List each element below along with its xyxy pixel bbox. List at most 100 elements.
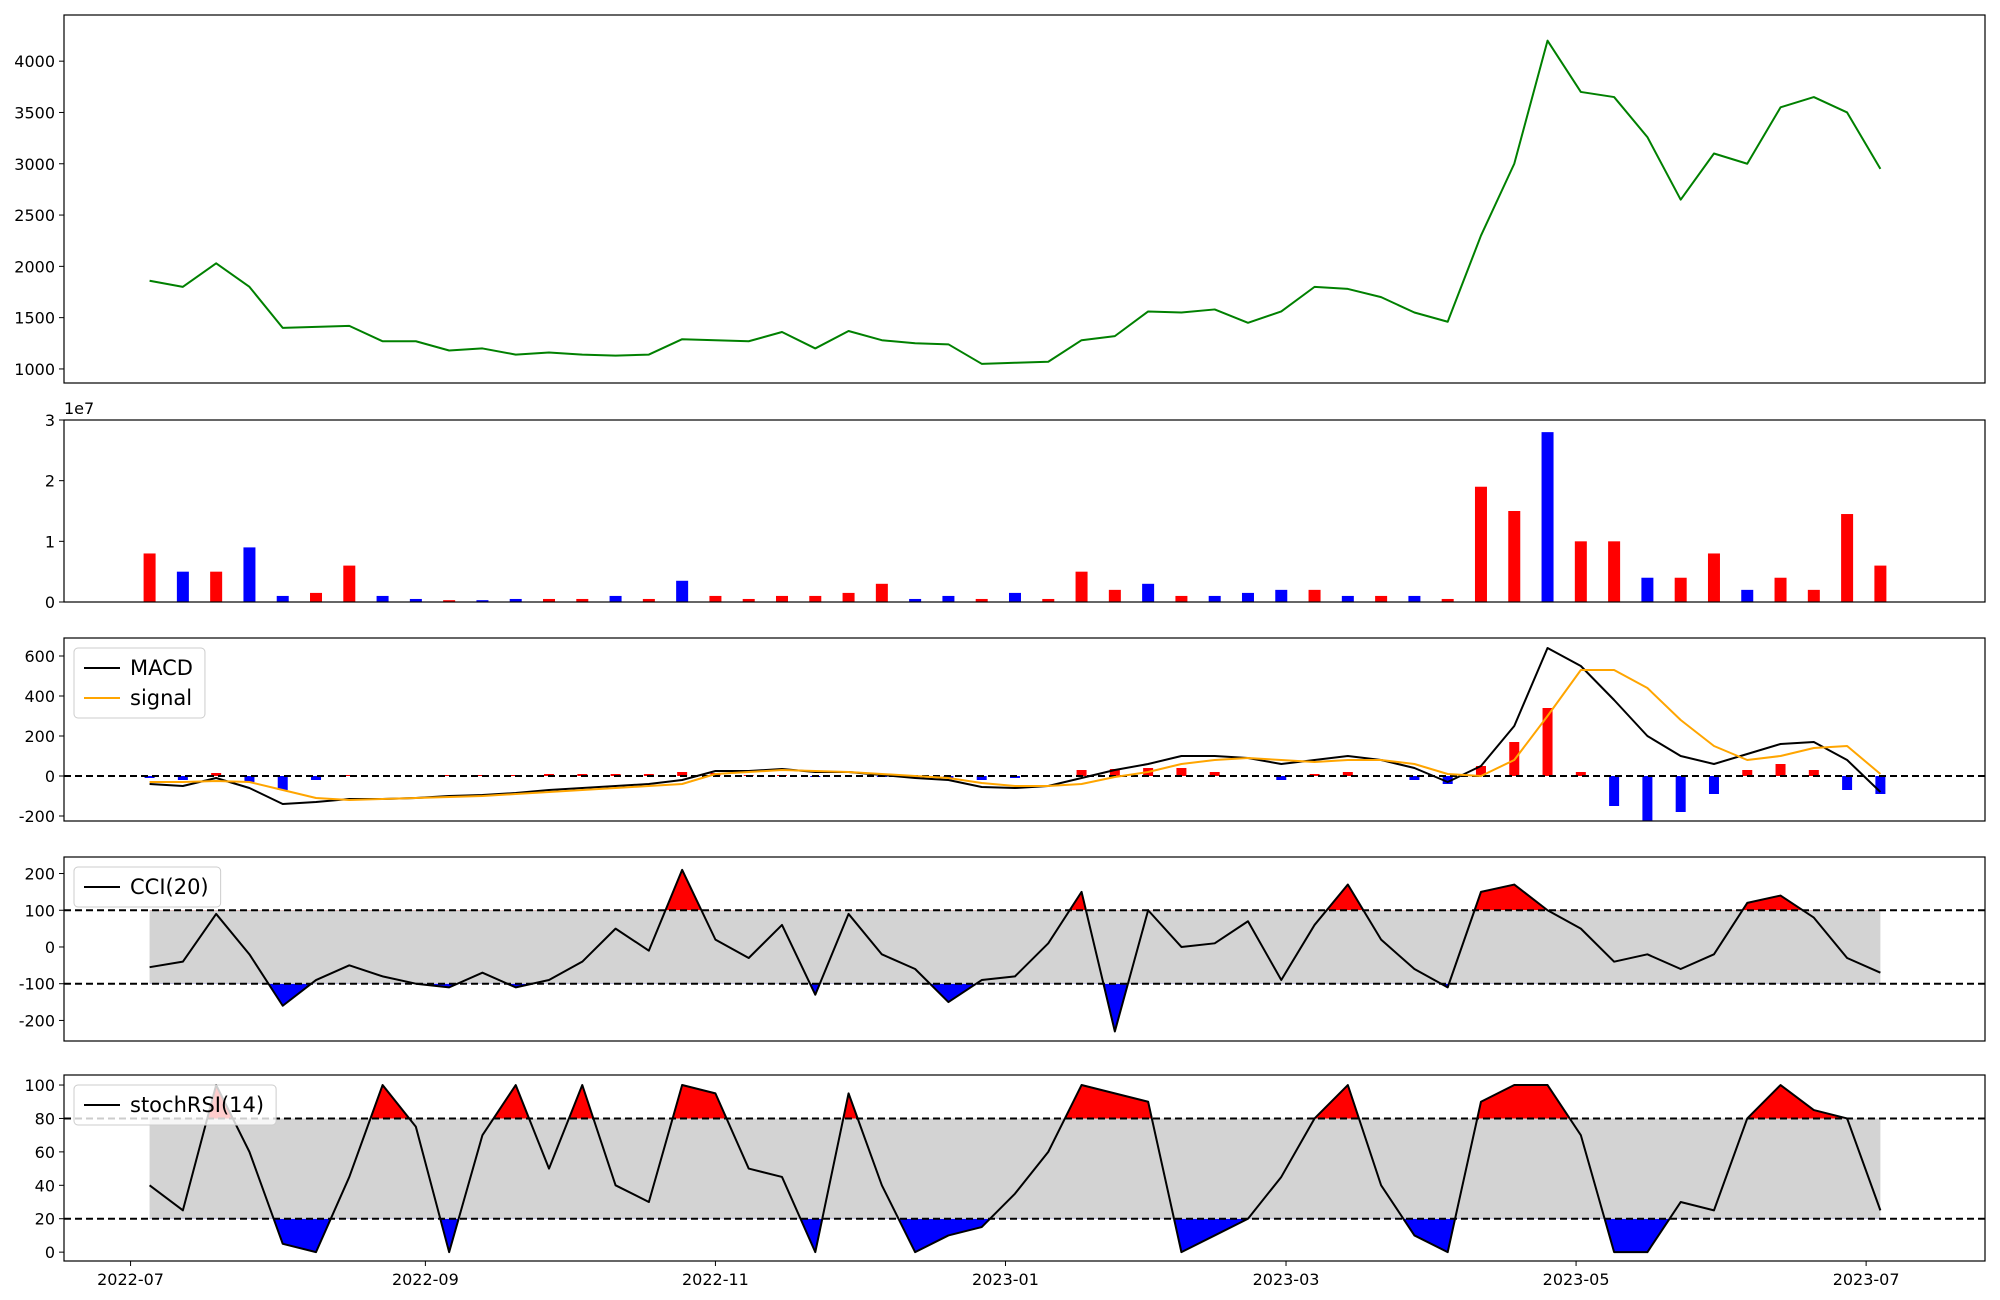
x-tick-label: 2023-03 — [1253, 1270, 1320, 1289]
histogram-bar — [344, 775, 355, 776]
volume-bar — [509, 598, 522, 602]
series-line — [149, 647, 1882, 805]
histogram-bar — [1442, 776, 1453, 784]
y-tick-label: 80 — [35, 1109, 55, 1128]
volume-bar — [1674, 577, 1687, 602]
histogram-bar — [244, 776, 255, 782]
volume-bar — [1408, 595, 1421, 602]
volume-bar — [676, 580, 689, 602]
volume-bar — [543, 598, 556, 602]
volume-bar — [276, 595, 289, 602]
volume-bar — [376, 595, 389, 602]
volume-bar — [176, 571, 189, 602]
histogram-bar — [1176, 768, 1187, 776]
y-tick-label: 200 — [24, 865, 55, 884]
histogram-bar — [1309, 774, 1320, 776]
volume-bar — [975, 598, 988, 602]
histogram-bar — [1409, 776, 1420, 780]
volume-bar — [942, 595, 955, 602]
axes-frame — [63, 1074, 1986, 1262]
volume-bar — [1641, 577, 1654, 602]
histogram-bar — [1342, 772, 1353, 776]
histogram-bar — [1875, 776, 1886, 794]
volume-bar — [909, 598, 922, 602]
volume-bar — [1508, 511, 1521, 602]
volume-bar — [1075, 571, 1088, 602]
axes-frame — [63, 419, 1986, 603]
histogram-bar — [177, 776, 188, 780]
histogram-bar — [1076, 770, 1087, 776]
volume-bar — [1175, 595, 1188, 602]
neutral-band — [149, 1118, 1881, 1219]
y-tick-label: 100 — [24, 1076, 55, 1095]
legend-label: MACD — [130, 656, 193, 680]
volume-bar — [1441, 598, 1454, 602]
legend-box — [73, 647, 206, 719]
volume-bar — [576, 598, 589, 602]
y-tick-label: 0 — [45, 593, 55, 612]
y-tick-label: 1 — [45, 532, 55, 551]
y-tick-label: 20 — [35, 1210, 55, 1229]
volume-bar — [609, 595, 622, 602]
volume-bar — [809, 595, 822, 602]
panel — [64, 1084, 1985, 1254]
legend-label: stochRSI(14) — [130, 1093, 264, 1117]
volume-bar — [1474, 486, 1487, 602]
x-tick-label: 2023-05 — [1543, 1270, 1610, 1289]
legend-label: CCI(20) — [130, 875, 209, 899]
volume-bar — [1874, 565, 1887, 602]
volume-bar — [443, 600, 456, 602]
histogram-bar — [976, 776, 987, 780]
histogram-bar — [1708, 776, 1719, 794]
histogram-bar — [677, 772, 688, 776]
histogram-bar — [1808, 770, 1819, 776]
y-tick-label: -200 — [19, 1011, 55, 1030]
volume-bar — [476, 600, 489, 602]
volume-bar — [1841, 514, 1854, 602]
y-tick-label: 1500 — [14, 309, 55, 328]
neutral-band — [149, 910, 1881, 984]
volume-bar — [310, 592, 323, 602]
x-tick-label: 2023-01 — [972, 1270, 1039, 1289]
volume-bar — [1375, 595, 1388, 602]
y-tick-label: 0 — [45, 938, 55, 957]
y-tick-label: 2500 — [14, 206, 55, 225]
extreme-fill — [149, 1085, 1881, 1119]
series-line — [149, 669, 1882, 801]
histogram-bar — [1109, 769, 1120, 776]
x-tick-label: 2022-11 — [682, 1270, 749, 1289]
volume-bar — [642, 598, 655, 602]
axes-frame — [63, 856, 1986, 1042]
histogram-bar — [1775, 764, 1786, 776]
y-tick-label: 2000 — [14, 257, 55, 276]
axes-frame — [63, 637, 1986, 822]
volume-bar — [1042, 598, 1055, 602]
volume-bar — [343, 565, 356, 602]
y-tick-label: -200 — [19, 807, 55, 826]
histogram-bar — [1842, 776, 1853, 790]
histogram-bar — [311, 776, 322, 780]
series-line — [148, 1084, 1882, 1254]
y-tick-label: 400 — [24, 687, 55, 706]
volume-bar — [1142, 583, 1155, 602]
panel — [64, 868, 1985, 1033]
histogram-bar — [211, 773, 222, 776]
volume-bar — [1774, 577, 1787, 602]
volume-bar — [1008, 592, 1021, 602]
y-tick-label: 2 — [45, 472, 55, 491]
y-tick-label: 40 — [35, 1176, 55, 1195]
x-tick-label: 2022-07 — [97, 1270, 164, 1289]
histogram-bar — [1675, 776, 1686, 812]
volume-bar — [1308, 589, 1321, 602]
histogram-bar — [277, 776, 288, 790]
y-tick-label: 1000 — [14, 360, 55, 379]
series-line — [149, 868, 1881, 1033]
volume-bar — [1707, 553, 1720, 602]
offset-text: 1e7 — [64, 399, 94, 418]
volume-bar — [1241, 592, 1254, 602]
volume-bar — [775, 595, 788, 602]
volume-bar — [1108, 589, 1121, 602]
volume-bar — [1574, 541, 1587, 602]
volume-bar — [143, 553, 156, 602]
